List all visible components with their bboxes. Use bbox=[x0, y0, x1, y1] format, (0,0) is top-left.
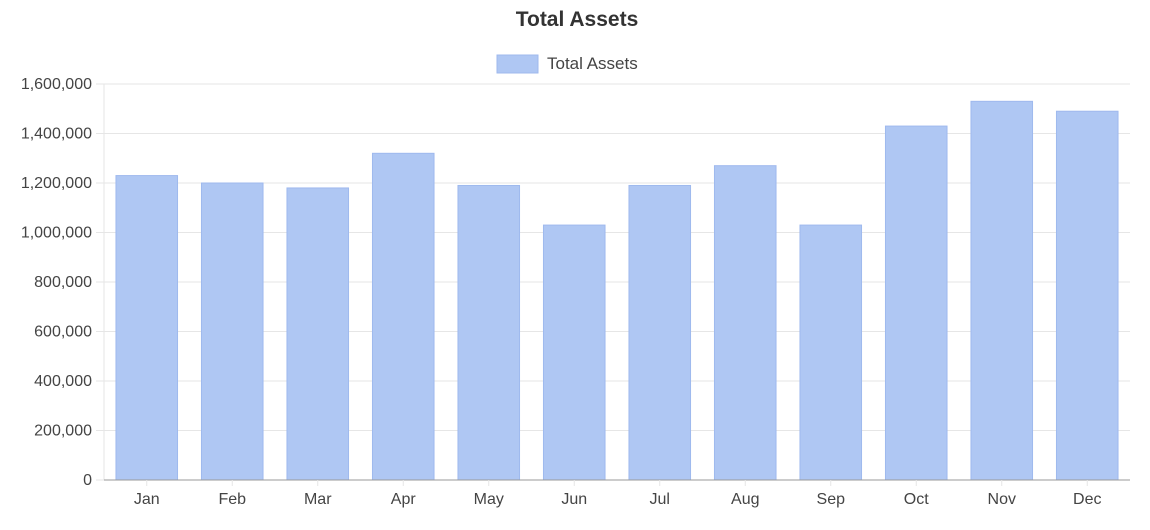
bar-jul[interactable] bbox=[628, 184, 692, 481]
bar-may[interactable] bbox=[457, 184, 521, 481]
x-tick-label: Nov bbox=[988, 491, 1016, 508]
y-tick-label: 400,000 bbox=[34, 373, 92, 390]
legend[interactable]: Total Assets bbox=[496, 54, 638, 74]
y-tick-label: 1,000,000 bbox=[21, 225, 92, 242]
x-tick-label: Feb bbox=[218, 491, 246, 508]
x-tick-label: Jan bbox=[134, 491, 160, 508]
bar-oct[interactable] bbox=[884, 125, 948, 481]
grid bbox=[104, 83, 1130, 431]
x-tick-label: Jul bbox=[650, 491, 670, 508]
y-axis: 0 200,000 400,000 600,000 800,000 1,000,000 1,… bbox=[21, 76, 105, 489]
y-tick-label: 1,200,000 bbox=[21, 175, 92, 192]
chart-title: Total Assets bbox=[516, 8, 639, 31]
bar-feb[interactable] bbox=[200, 182, 264, 481]
bar-aug[interactable] bbox=[713, 165, 777, 481]
bar-dec[interactable] bbox=[1055, 110, 1119, 481]
bar-jan[interactable] bbox=[115, 175, 179, 481]
y-tick-label: 200,000 bbox=[34, 423, 92, 440]
x-tick-label: Sep bbox=[817, 491, 846, 508]
legend-label-total-assets: Total Assets bbox=[547, 54, 638, 73]
x-tick-label: Mar bbox=[304, 491, 332, 508]
legend-swatch-total-assets bbox=[496, 54, 539, 74]
x-tick-label: May bbox=[474, 491, 504, 508]
y-tick-label: 800,000 bbox=[34, 274, 92, 291]
x-tick-label: Jun bbox=[561, 491, 587, 508]
bars bbox=[115, 100, 1119, 481]
bar-apr[interactable] bbox=[371, 152, 435, 481]
bar-sep[interactable] bbox=[799, 224, 863, 481]
y-tick-label: 600,000 bbox=[34, 324, 92, 341]
x-tick-label: Aug bbox=[731, 491, 759, 508]
y-tick-label: 1,400,000 bbox=[21, 126, 92, 143]
x-tick-label: Dec bbox=[1073, 491, 1101, 508]
x-tick-label: Apr bbox=[391, 491, 417, 508]
bar-nov[interactable] bbox=[970, 100, 1034, 481]
bar-jun[interactable] bbox=[542, 224, 606, 481]
y-tick-label: 0 bbox=[83, 472, 92, 489]
y-tick-label: 1,600,000 bbox=[21, 76, 92, 93]
bar-mar[interactable] bbox=[286, 187, 350, 481]
x-axis: Jan Feb Mar Apr May Jun Jul Aug Sep Oct Nov Dec bbox=[104, 479, 1130, 508]
x-tick-label: Oct bbox=[904, 491, 929, 508]
